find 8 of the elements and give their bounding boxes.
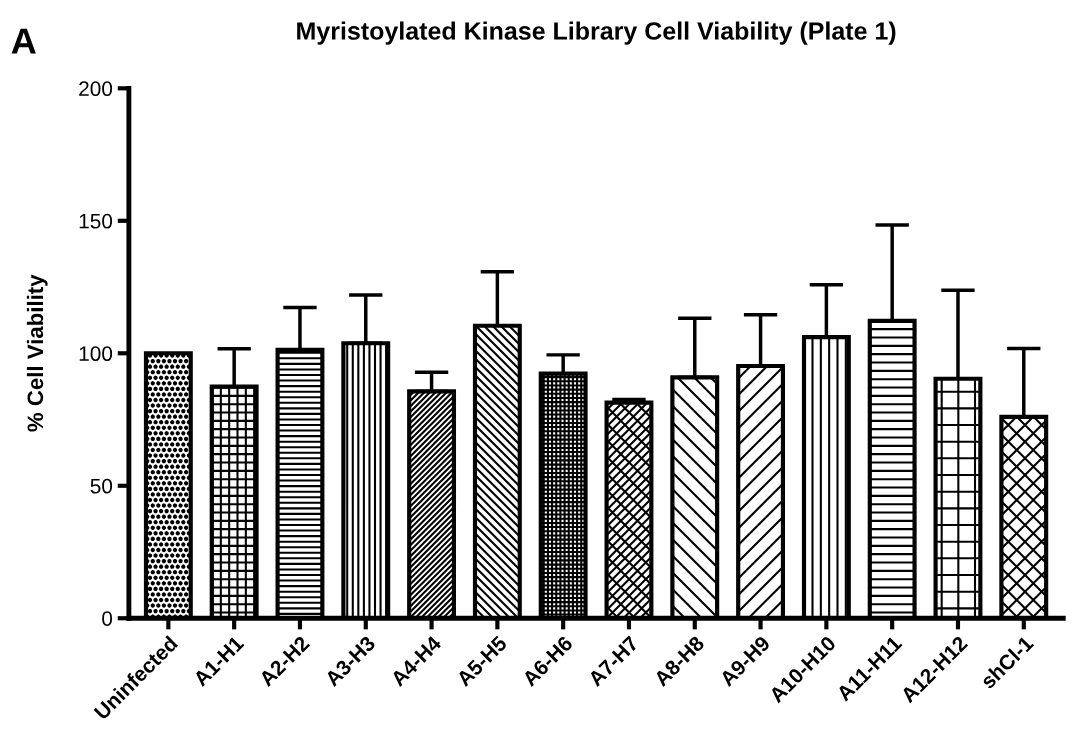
y-tick-label: 200	[79, 81, 113, 97]
y-tick-label: 150	[79, 213, 113, 229]
y-tick-label: 50	[90, 478, 113, 494]
y-tick-label: 0	[102, 611, 113, 626]
y-axis-title: % Cell Viability	[26, 274, 48, 432]
text: A	[11, 28, 36, 54]
y-tick-label: 100	[79, 346, 113, 362]
chart-title: Myristoylated Kinase Library Cell Viability (Plate 1)	[297, 21, 896, 45]
